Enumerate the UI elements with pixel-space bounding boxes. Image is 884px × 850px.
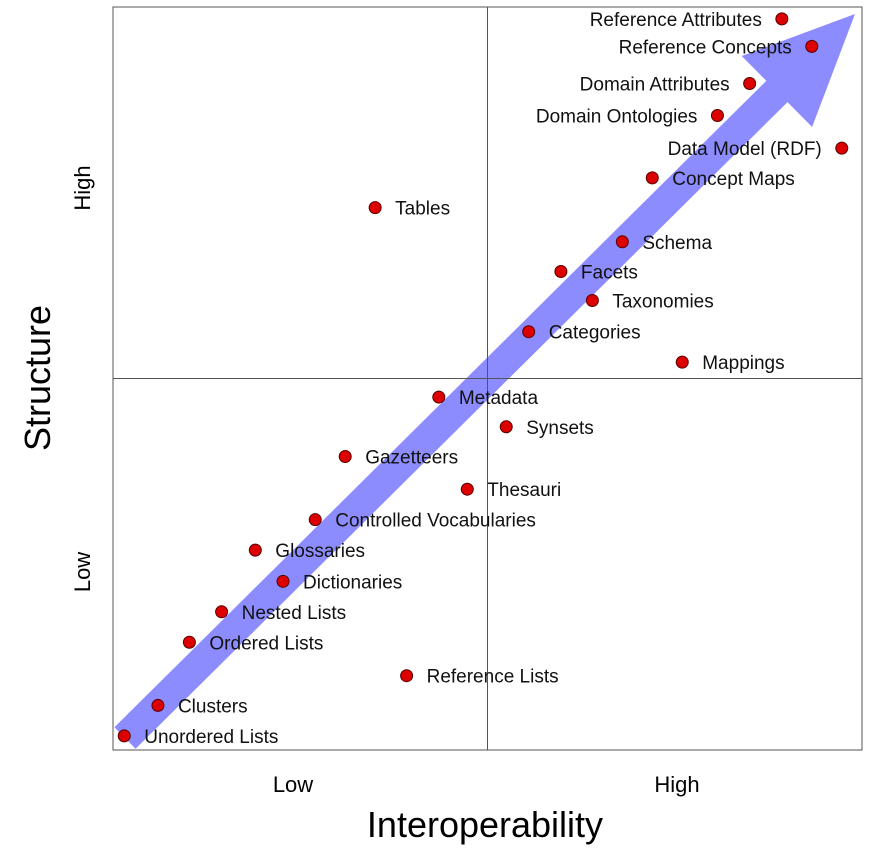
point-label: Taxonomies — [612, 291, 713, 312]
point-marker — [308, 513, 322, 527]
point-unordered-lists: Unordered Lists — [117, 727, 278, 748]
point-label: Glossaries — [275, 541, 365, 562]
point-clusters: Clusters — [151, 696, 248, 717]
point-marker — [400, 669, 414, 683]
point-marker — [585, 293, 599, 307]
point-label: Dictionaries — [303, 572, 402, 593]
point-reference-lists: Reference Lists — [400, 667, 559, 688]
point-taxonomies: Taxonomies — [585, 291, 714, 312]
point-marker — [675, 355, 689, 369]
y-tick-high: High — [70, 165, 95, 210]
point-label: Nested Lists — [242, 603, 347, 624]
x-tick-high: High — [654, 772, 699, 797]
point-reference-concepts: Reference Concepts — [619, 37, 819, 58]
point-data-model-rdf: Data Model (RDF) — [668, 139, 849, 160]
point-ordered-lists: Ordered Lists — [182, 633, 323, 654]
point-marker — [805, 39, 819, 53]
point-label: Clusters — [178, 696, 248, 717]
point-mappings: Mappings — [675, 353, 785, 374]
point-glossaries: Glossaries — [248, 541, 365, 562]
point-categories: Categories — [522, 323, 641, 344]
point-nested-lists: Nested Lists — [215, 603, 347, 624]
point-marker — [215, 605, 229, 619]
point-label: Synsets — [526, 418, 594, 439]
point-domain-ontologies: Domain Ontologies — [536, 106, 724, 127]
point-label: Facets — [581, 263, 638, 284]
point-metadata: Metadata — [432, 388, 539, 409]
point-label: Ordered Lists — [209, 633, 323, 654]
point-marker — [432, 390, 446, 404]
point-dictionaries: Dictionaries — [276, 572, 402, 593]
x-axis-title: Interoperability — [367, 804, 603, 845]
point-marker — [710, 108, 724, 122]
point-label: Tables — [395, 199, 450, 220]
y-axis-title: Structure — [17, 305, 58, 451]
point-label: Categories — [549, 323, 641, 344]
point-label: Domain Ontologies — [536, 106, 698, 127]
point-marker — [338, 450, 352, 464]
point-label: Domain Attributes — [580, 75, 730, 96]
point-marker — [645, 171, 659, 185]
point-label: Metadata — [459, 388, 539, 409]
point-label: Controlled Vocabularies — [335, 511, 536, 532]
point-thesauri: Thesauri — [460, 480, 561, 501]
point-synsets: Synsets — [499, 418, 594, 439]
point-label: Reference Concepts — [619, 37, 792, 58]
point-marker — [182, 635, 196, 649]
point-facets: Facets — [554, 263, 638, 284]
point-marker — [499, 420, 513, 434]
data-points: Reference Attributes Reference Concepts Do… — [117, 10, 849, 748]
point-marker — [615, 235, 629, 249]
point-schema: Schema — [615, 233, 712, 254]
trend-arrow — [114, 14, 855, 749]
point-marker — [460, 482, 474, 496]
point-reference-attributes: Reference Attributes — [590, 10, 789, 31]
point-controlled-vocabularies: Controlled Vocabularies — [308, 511, 536, 532]
point-marker — [368, 201, 382, 215]
point-marker — [117, 729, 131, 743]
point-marker — [743, 77, 757, 91]
point-label: Schema — [642, 233, 712, 254]
x-tick-low: Low — [273, 772, 313, 797]
point-marker — [151, 698, 165, 712]
point-label: Gazetteers — [365, 448, 458, 469]
point-marker — [775, 12, 789, 26]
point-marker — [276, 574, 290, 588]
point-label: Reference Lists — [427, 667, 559, 688]
y-tick-low: Low — [70, 552, 95, 592]
point-label: Thesauri — [487, 480, 561, 501]
point-marker — [248, 543, 262, 557]
point-label: Concept Maps — [672, 169, 795, 190]
point-label: Mappings — [702, 353, 784, 374]
point-marker — [835, 141, 849, 155]
point-marker — [554, 265, 568, 279]
trend-arrow-layer — [114, 14, 855, 749]
point-label: Reference Attributes — [590, 10, 762, 31]
point-label: Unordered Lists — [144, 727, 278, 748]
plot-frame — [112, 6, 863, 751]
point-label: Data Model (RDF) — [668, 139, 822, 160]
point-gazetteers: Gazetteers — [338, 448, 458, 469]
point-concept-maps: Concept Maps — [645, 169, 795, 190]
point-tables: Tables — [368, 199, 450, 220]
point-marker — [522, 325, 536, 339]
point-domain-attributes: Domain Attributes — [580, 75, 757, 96]
